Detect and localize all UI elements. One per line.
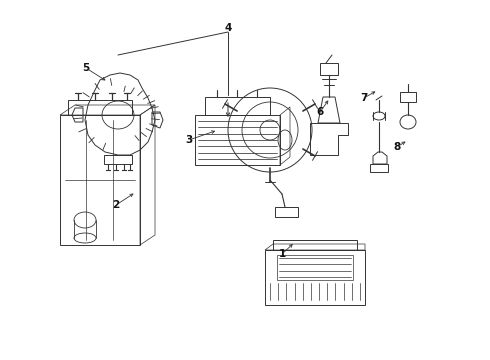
- Text: 5: 5: [82, 63, 90, 73]
- Text: 7: 7: [360, 93, 368, 103]
- Text: 1: 1: [278, 249, 286, 259]
- Text: 6: 6: [317, 107, 323, 117]
- Text: 4: 4: [224, 23, 232, 33]
- Text: 2: 2: [112, 200, 120, 210]
- Text: 8: 8: [393, 142, 401, 152]
- Text: 3: 3: [185, 135, 193, 145]
